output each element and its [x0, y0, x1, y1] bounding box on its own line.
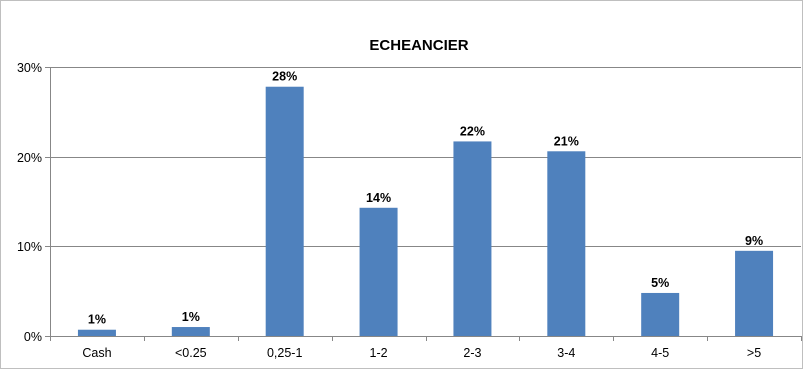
- x-tick-label: <0.25: [175, 346, 207, 360]
- gridlines: [50, 67, 801, 337]
- x-tick-label: 1-2: [370, 346, 388, 360]
- bar-0: [77, 329, 116, 336]
- bar-2: [265, 86, 304, 336]
- data-labels: 1% 1% 28% 14% 22% 21% 5% 9%: [88, 70, 763, 327]
- chart-title: ECHEANCIER: [369, 37, 468, 54]
- data-label: 9%: [745, 234, 763, 248]
- data-label: 5%: [651, 276, 669, 290]
- x-tick-label: Cash: [82, 346, 111, 360]
- x-tick-label: 0,25-1: [267, 346, 302, 360]
- y-tick-label: 20%: [17, 151, 42, 165]
- data-label: 14%: [366, 191, 391, 205]
- y-tick-label: 0%: [24, 330, 42, 344]
- bars: [77, 86, 774, 336]
- x-tick-label: 2-3: [463, 346, 481, 360]
- data-label: 28%: [272, 70, 297, 84]
- data-label: 22%: [460, 124, 485, 138]
- bar-7: [735, 250, 774, 336]
- data-label: 1%: [88, 313, 106, 327]
- bar-6: [641, 292, 680, 336]
- y-tick-label: 10%: [17, 240, 42, 254]
- x-tick-label: >5: [747, 346, 761, 360]
- data-label: 1%: [182, 310, 200, 324]
- bar-5: [547, 151, 586, 336]
- x-tick-label: 3-4: [557, 346, 575, 360]
- bar-1: [171, 327, 210, 336]
- x-axis: Cash <0.25 0,25-1 1-2 2-3 3-4 4-5 >5: [50, 336, 802, 360]
- bar-3: [359, 207, 398, 336]
- data-label: 21%: [554, 134, 579, 148]
- y-axis: 0% 10% 20% 30%: [17, 61, 51, 344]
- bar-4: [453, 141, 492, 336]
- y-tick-label: 30%: [17, 61, 42, 75]
- x-tick-label: 4-5: [651, 346, 669, 360]
